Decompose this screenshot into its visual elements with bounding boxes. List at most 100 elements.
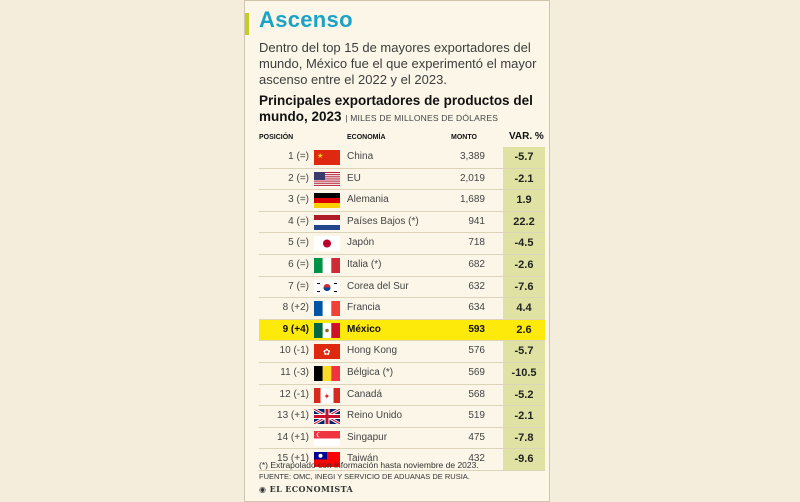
row-var: -4.5	[503, 233, 545, 254]
brand-logo: ◉ EL ECONOMISTA	[259, 484, 354, 494]
table-body: 1 (=) ★ China 3,389 -5.7 2 (=) EU 2,019 -2.1 3 (=…	[259, 147, 545, 471]
belgium-flag	[314, 365, 340, 381]
row-monto: 519	[468, 410, 485, 422]
row-monto: 568	[468, 388, 485, 400]
subtitle-text: Principales exportadores de productos de…	[259, 93, 533, 124]
row-position: 11 (-3)	[280, 366, 309, 378]
row-var: -9.6	[503, 449, 545, 470]
row-var: 1.9	[503, 190, 545, 211]
row-var: 4.4	[503, 298, 545, 319]
row-position: 6 (=)	[288, 258, 309, 270]
row-monto: 941	[468, 215, 485, 227]
svg-text:✿: ✿	[323, 347, 331, 357]
header-economy: ECONOMÍA	[347, 134, 386, 141]
row-economy: Canadá	[347, 388, 383, 400]
infographic-description: Dentro del top 15 de mayores exportadore…	[259, 40, 537, 87]
row-economy: Italia (*)	[347, 258, 382, 270]
row-monto: 1,689	[459, 194, 485, 206]
unit-label: | MILES DE MILLONES DE DÓLARES	[345, 113, 499, 123]
row-economy: Hong Kong	[347, 345, 398, 357]
netherlands-flag	[314, 214, 340, 230]
row-economy: Taiwán	[347, 453, 379, 465]
row-economy: Corea del Sur	[347, 280, 409, 292]
mexico-flag	[314, 322, 340, 338]
source-note: FUENTE: OMC, INEGI Y SERVICIO DE ADUANAS…	[259, 472, 470, 481]
header-position: POSICIÓN	[259, 134, 294, 141]
taiwan-flag	[314, 452, 340, 468]
title-accent-bar	[245, 13, 249, 35]
usa-flag	[314, 171, 340, 187]
row-position: 2 (=)	[288, 172, 309, 184]
table-row: 3 (=) Alemania 1,689 1.9	[259, 190, 545, 212]
row-monto: 3,389	[459, 151, 485, 162]
svg-text:✦: ✦	[324, 392, 331, 401]
row-position: 4 (=)	[288, 215, 309, 227]
germany-flag	[314, 193, 340, 209]
table-row: 7 (=) Corea del Sur 632 -7.6	[259, 276, 545, 299]
table-footer: (*) Extrapolado con información hasta no…	[259, 459, 549, 495]
table-row: 13 (+1) Reino Unido 519 -2.1	[259, 406, 545, 428]
row-position: 13 (+1)	[277, 410, 309, 422]
row-monto: 682	[468, 258, 485, 270]
row-position: 8 (+2)	[282, 302, 309, 314]
row-position: 1 (=)	[288, 151, 309, 162]
row-monto: 475	[468, 431, 485, 443]
brand-text: EL ECONOMISTA	[269, 484, 354, 494]
canada-flag: ✦	[314, 387, 340, 403]
infographic-card: Ascenso Dentro del top 15 de mayores exp…	[244, 0, 550, 502]
uk-flag	[314, 409, 340, 425]
row-economy: Singapur	[347, 431, 388, 443]
row-position: 3 (=)	[288, 194, 309, 206]
row-monto: 569	[468, 366, 485, 378]
row-position: 15 (+1)	[277, 453, 309, 465]
row-var: 2.6	[503, 319, 545, 341]
row-var: -7.8	[503, 427, 545, 449]
table-row: 6 (=) Italia (*) 682 -2.6	[259, 254, 545, 277]
row-var: -2.1	[503, 406, 545, 427]
row-economy: China	[347, 151, 374, 162]
row-position: 10 (-1)	[279, 345, 309, 357]
header-var: VAR. %	[509, 131, 544, 142]
table-row: 2 (=) EU 2,019 -2.1	[259, 168, 545, 191]
row-monto: 432	[468, 453, 485, 465]
hong-kong-flag: ✿	[314, 344, 340, 360]
row-monto: 718	[468, 237, 485, 249]
infographic-title: Ascenso	[259, 7, 353, 32]
table-row: 11 (-3) Bélgica (*) 569 -10.5	[259, 362, 545, 385]
table-row: 9 (+4) México 593 2.6	[259, 319, 545, 342]
row-economy: Japón	[347, 237, 375, 249]
france-flag	[314, 301, 340, 317]
row-var: -2.1	[503, 168, 545, 190]
table-row: 10 (-1) ✿ Hong Kong 576 -5.7	[259, 341, 545, 363]
row-position: 14 (+1)	[277, 431, 309, 443]
table-header: POSICIÓN ECONOMÍA MONTO VAR. %	[259, 131, 545, 145]
header-monto: MONTO	[451, 134, 477, 141]
unit-text: MILES DE MILLONES DE DÓLARES	[350, 113, 499, 123]
table-row: 5 (=) Japón 718 -4.5	[259, 233, 545, 255]
table-subtitle: Principales exportadores de productos de…	[259, 93, 549, 126]
row-var: -5.2	[503, 384, 545, 406]
table-row: 8 (+2) Francia 634 4.4	[259, 298, 545, 320]
row-economy: Bélgica (*)	[347, 366, 394, 378]
row-monto: 2,019	[459, 172, 485, 184]
table-row: 14 (+1) Singapur 475 -7.8	[259, 427, 545, 450]
row-monto: 593	[468, 323, 485, 335]
table-row: 1 (=) ★ China 3,389 -5.7	[259, 147, 545, 169]
row-economy: Francia	[347, 302, 381, 314]
svg-text:★: ★	[317, 152, 323, 160]
italy-flag	[314, 257, 340, 273]
row-economy: Reino Unido	[347, 410, 403, 422]
footnote: (*) Extrapolado con información hasta no…	[259, 460, 479, 470]
china-flag: ★	[314, 150, 340, 165]
row-economy: México	[347, 323, 381, 335]
row-monto: 632	[468, 280, 485, 292]
japan-flag	[314, 236, 340, 252]
table-row: 12 (-1) ✦ Canadá 568 -5.2	[259, 384, 545, 407]
row-var: -2.6	[503, 254, 545, 276]
row-var: -5.7	[503, 341, 545, 362]
row-var: -7.6	[503, 276, 545, 298]
row-var: -10.5	[503, 362, 545, 384]
row-position: 5 (=)	[288, 237, 309, 249]
table-row: 15 (+1) Taiwán 432 -9.6	[259, 449, 545, 471]
row-monto: 634	[468, 302, 485, 314]
